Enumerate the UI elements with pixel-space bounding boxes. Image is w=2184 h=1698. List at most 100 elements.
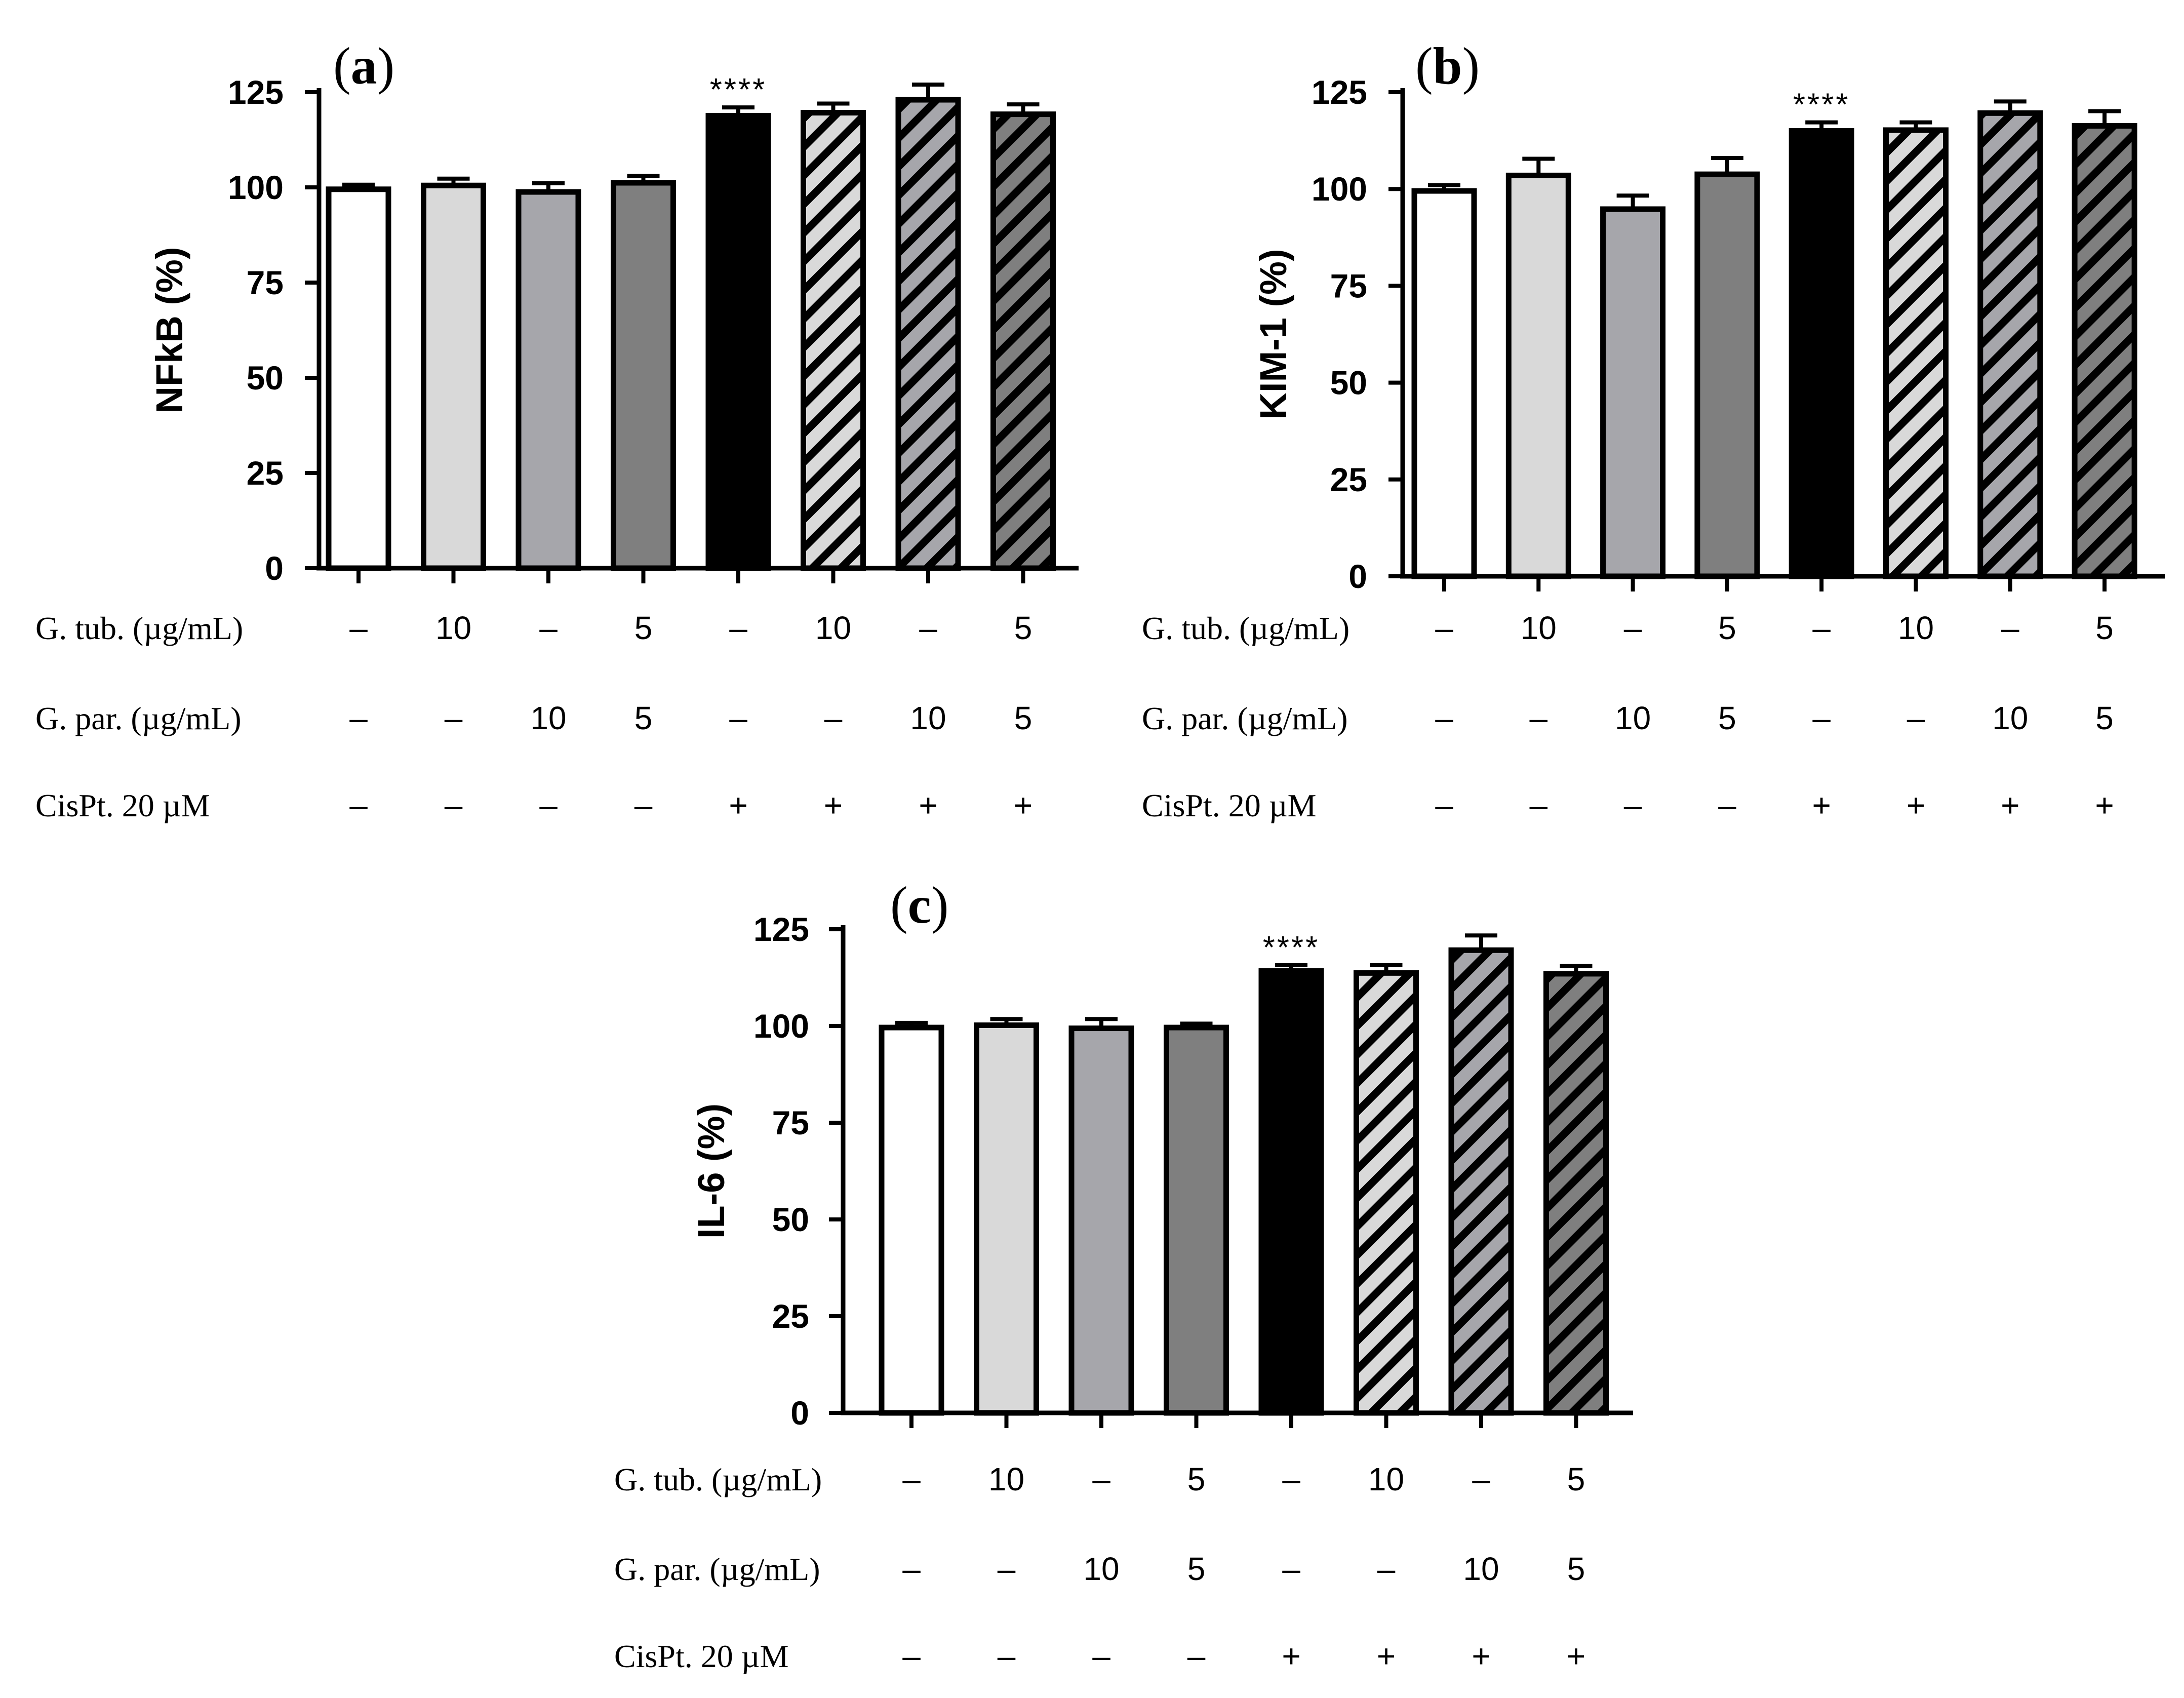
condition-cell: – [1092, 1461, 1110, 1497]
y-tick-label: 50 [1330, 364, 1367, 402]
condition-row-label: G. par. (µg/mL) [614, 1551, 820, 1587]
condition-cell: – [729, 700, 747, 736]
bar [895, 97, 961, 571]
condition-cell: – [2001, 610, 2019, 646]
condition-cell: + [824, 787, 843, 823]
condition-cell: – [1530, 700, 1548, 736]
condition-cell: – [902, 1461, 921, 1497]
condition-row-label: CisPt. 20 µM [1142, 787, 1317, 823]
y-tick-label: 50 [772, 1201, 809, 1238]
bar [705, 113, 771, 571]
bar [326, 186, 391, 571]
condition-cell: + [1014, 787, 1033, 823]
condition-cell: + [1282, 1638, 1300, 1674]
bar [1977, 110, 2043, 579]
condition-row-label: G. par. (µg/mL) [1142, 700, 1348, 736]
y-tick-label: 75 [1330, 267, 1367, 304]
panel-label: (c) [890, 876, 948, 934]
y-tick-label: 100 [753, 1007, 809, 1045]
condition-row-label: G. tub. (µg/mL) [1142, 610, 1349, 646]
condition-cell: + [1907, 787, 1925, 823]
condition-cell: 5 [1567, 1461, 1585, 1497]
condition-row-label: G. par. (µg/mL) [35, 700, 242, 736]
condition-cell: 5 [1014, 700, 1033, 736]
condition-cell: 5 [1718, 700, 1736, 736]
condition-cell: 10 [1898, 610, 1934, 646]
y-axis-title: NFkB (%) [148, 247, 190, 414]
bar [974, 1022, 1039, 1416]
condition-cell: – [919, 610, 937, 646]
condition-row-label: G. tub. (µg/mL) [35, 610, 243, 646]
condition-cell: – [1812, 610, 1831, 646]
condition-cell: + [919, 787, 937, 823]
condition-cell: – [1624, 787, 1642, 823]
y-tick-label: 0 [265, 549, 284, 587]
y-axis-title: IL-6 (%) [690, 1103, 732, 1239]
bar [801, 110, 866, 571]
panel-label: (a) [333, 37, 394, 95]
condition-cell: 5 [1567, 1551, 1585, 1587]
condition-cell: + [729, 787, 747, 823]
condition-cell: 5 [2095, 700, 2114, 736]
y-tick-label: 125 [228, 73, 284, 111]
condition-cell: 5 [1187, 1461, 1206, 1497]
condition-cell: – [349, 700, 368, 736]
condition-cell: 5 [2095, 610, 2114, 646]
condition-cell: 5 [634, 610, 653, 646]
condition-cell: + [1567, 1638, 1585, 1674]
condition-cell: – [539, 610, 558, 646]
condition-cell: – [1472, 1461, 1490, 1497]
condition-cell: 5 [634, 700, 653, 736]
panel-c: 0 25 50 75 100 125 IL-6 (%) (c) **** G. tub. (µg/… [614, 876, 1633, 1674]
condition-cell: 10 [530, 700, 566, 736]
condition-cell: – [1812, 700, 1831, 736]
panel-a: 0 25 50 75 100 125 NFkB (%) (a) **** G. tub. (µg/… [35, 37, 1079, 823]
condition-cell: – [998, 1638, 1016, 1674]
bar [879, 1024, 944, 1416]
condition-cell: – [1530, 787, 1548, 823]
bar [1505, 172, 1571, 579]
bar [1068, 1025, 1134, 1416]
bar [421, 182, 486, 571]
condition-cell: 10 [1615, 700, 1651, 736]
bar [1411, 188, 1477, 579]
bar [1258, 968, 1324, 1416]
bar [1694, 171, 1760, 579]
condition-row-label: G. tub. (µg/mL) [614, 1462, 822, 1497]
condition-cell: + [2001, 787, 2019, 823]
bar [990, 111, 1056, 571]
bar [1883, 127, 1949, 579]
condition-cell: 5 [1014, 610, 1033, 646]
bar [1789, 128, 1854, 579]
condition-cell: – [729, 610, 747, 646]
bar [1164, 1024, 1229, 1416]
condition-cell: 10 [1083, 1551, 1119, 1587]
y-tick-label: 50 [247, 359, 284, 397]
condition-cell: – [1435, 787, 1453, 823]
condition-cell: 10 [1521, 610, 1557, 646]
condition-cell: – [1092, 1638, 1110, 1674]
condition-cell: – [902, 1551, 921, 1587]
condition-cell: – [1624, 610, 1642, 646]
condition-cell: – [902, 1638, 921, 1674]
y-tick-label: 100 [1312, 170, 1367, 208]
condition-cell: 10 [1463, 1551, 1499, 1587]
y-tick-label: 25 [772, 1297, 809, 1335]
significance-label: **** [1263, 930, 1320, 965]
y-tick-label: 0 [1348, 558, 1367, 595]
condition-cell: – [349, 787, 368, 823]
y-tick-label: 125 [753, 911, 809, 948]
condition-row-label: CisPt. 20 µM [35, 787, 210, 823]
condition-cell: 5 [1187, 1551, 1206, 1587]
y-tick-label: 75 [772, 1104, 809, 1141]
panel-label: (b) [1415, 37, 1480, 95]
condition-cell: – [1282, 1461, 1300, 1497]
condition-cell: – [634, 787, 653, 823]
condition-cell: 10 [435, 610, 471, 646]
condition-cell: – [1282, 1551, 1300, 1587]
condition-cell: – [445, 700, 463, 736]
y-tick-label: 75 [247, 264, 284, 301]
condition-cell: 10 [1992, 700, 2028, 736]
bar [1448, 947, 1514, 1416]
